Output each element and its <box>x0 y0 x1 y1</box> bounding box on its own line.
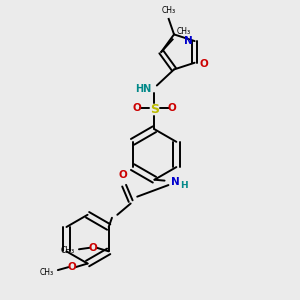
Text: H: H <box>180 181 188 190</box>
Text: O: O <box>118 170 127 180</box>
Text: N: N <box>184 36 192 46</box>
Text: N: N <box>171 177 180 187</box>
Text: CH₃: CH₃ <box>177 28 191 37</box>
Text: S: S <box>150 103 159 116</box>
Text: CH₃: CH₃ <box>40 268 54 277</box>
Text: CH₃: CH₃ <box>61 246 75 255</box>
Text: O: O <box>68 262 76 272</box>
Text: O: O <box>89 243 98 253</box>
Text: HN: HN <box>135 84 152 94</box>
Text: O: O <box>199 59 208 69</box>
Text: O: O <box>168 103 177 113</box>
Text: CH₃: CH₃ <box>162 6 176 15</box>
Text: O: O <box>132 103 141 113</box>
